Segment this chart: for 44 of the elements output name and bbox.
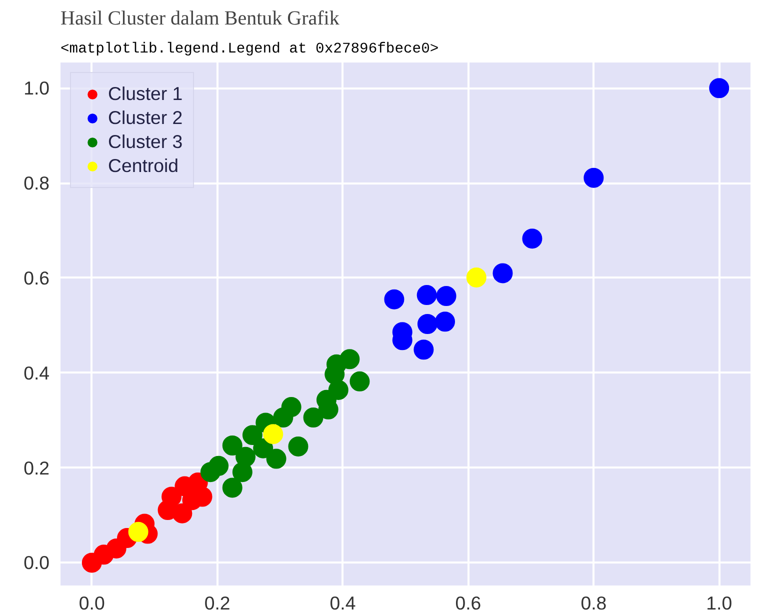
point — [222, 436, 242, 456]
y-tick-label: 0.2 — [24, 457, 50, 478]
point — [436, 286, 456, 306]
y-tick-label: 0.0 — [24, 552, 50, 574]
point — [522, 228, 542, 249]
point — [128, 522, 148, 542]
point — [266, 448, 286, 469]
x-tick-label: 0.8 — [580, 592, 607, 614]
y-tick-label: 0.6 — [24, 267, 50, 288]
point — [263, 424, 284, 444]
point — [303, 408, 324, 428]
point — [414, 340, 434, 360]
point — [222, 478, 242, 498]
point — [709, 78, 730, 98]
x-tick-label: 0.4 — [330, 592, 356, 614]
point — [288, 436, 308, 456]
text: <matplotlib.legend.Legend at 0x27896fbece0> — [60, 42, 439, 58]
x-tick-label: 0.0 — [78, 592, 105, 614]
chart-title: Hasil Cluster dalam Bentuk Grafik — [60, 8, 340, 30]
y-tick-label: 0.8 — [24, 172, 50, 194]
point — [416, 285, 437, 306]
point — [584, 168, 604, 188]
point — [242, 425, 262, 446]
point — [162, 486, 182, 507]
point — [172, 503, 192, 524]
x-tick-label: 1.0 — [706, 592, 732, 614]
legend-label: Cluster 1 — [108, 83, 183, 105]
legend-label: Centroid — [108, 155, 179, 177]
y-tick-label: 1.0 — [24, 78, 50, 99]
x-tick-label: 0.2 — [204, 592, 230, 614]
point — [200, 462, 220, 482]
y-tick-label: 0.4 — [24, 362, 50, 384]
legend-label: Cluster 3 — [108, 131, 183, 153]
point — [435, 312, 456, 332]
point — [492, 263, 513, 284]
point — [417, 314, 438, 334]
point — [253, 438, 274, 458]
point — [384, 289, 404, 310]
point — [350, 371, 370, 392]
x-tick-label: 0.6 — [455, 592, 482, 614]
point — [273, 408, 294, 428]
legend-label: Cluster 2 — [108, 107, 183, 129]
point — [466, 268, 486, 288]
point — [232, 462, 252, 482]
